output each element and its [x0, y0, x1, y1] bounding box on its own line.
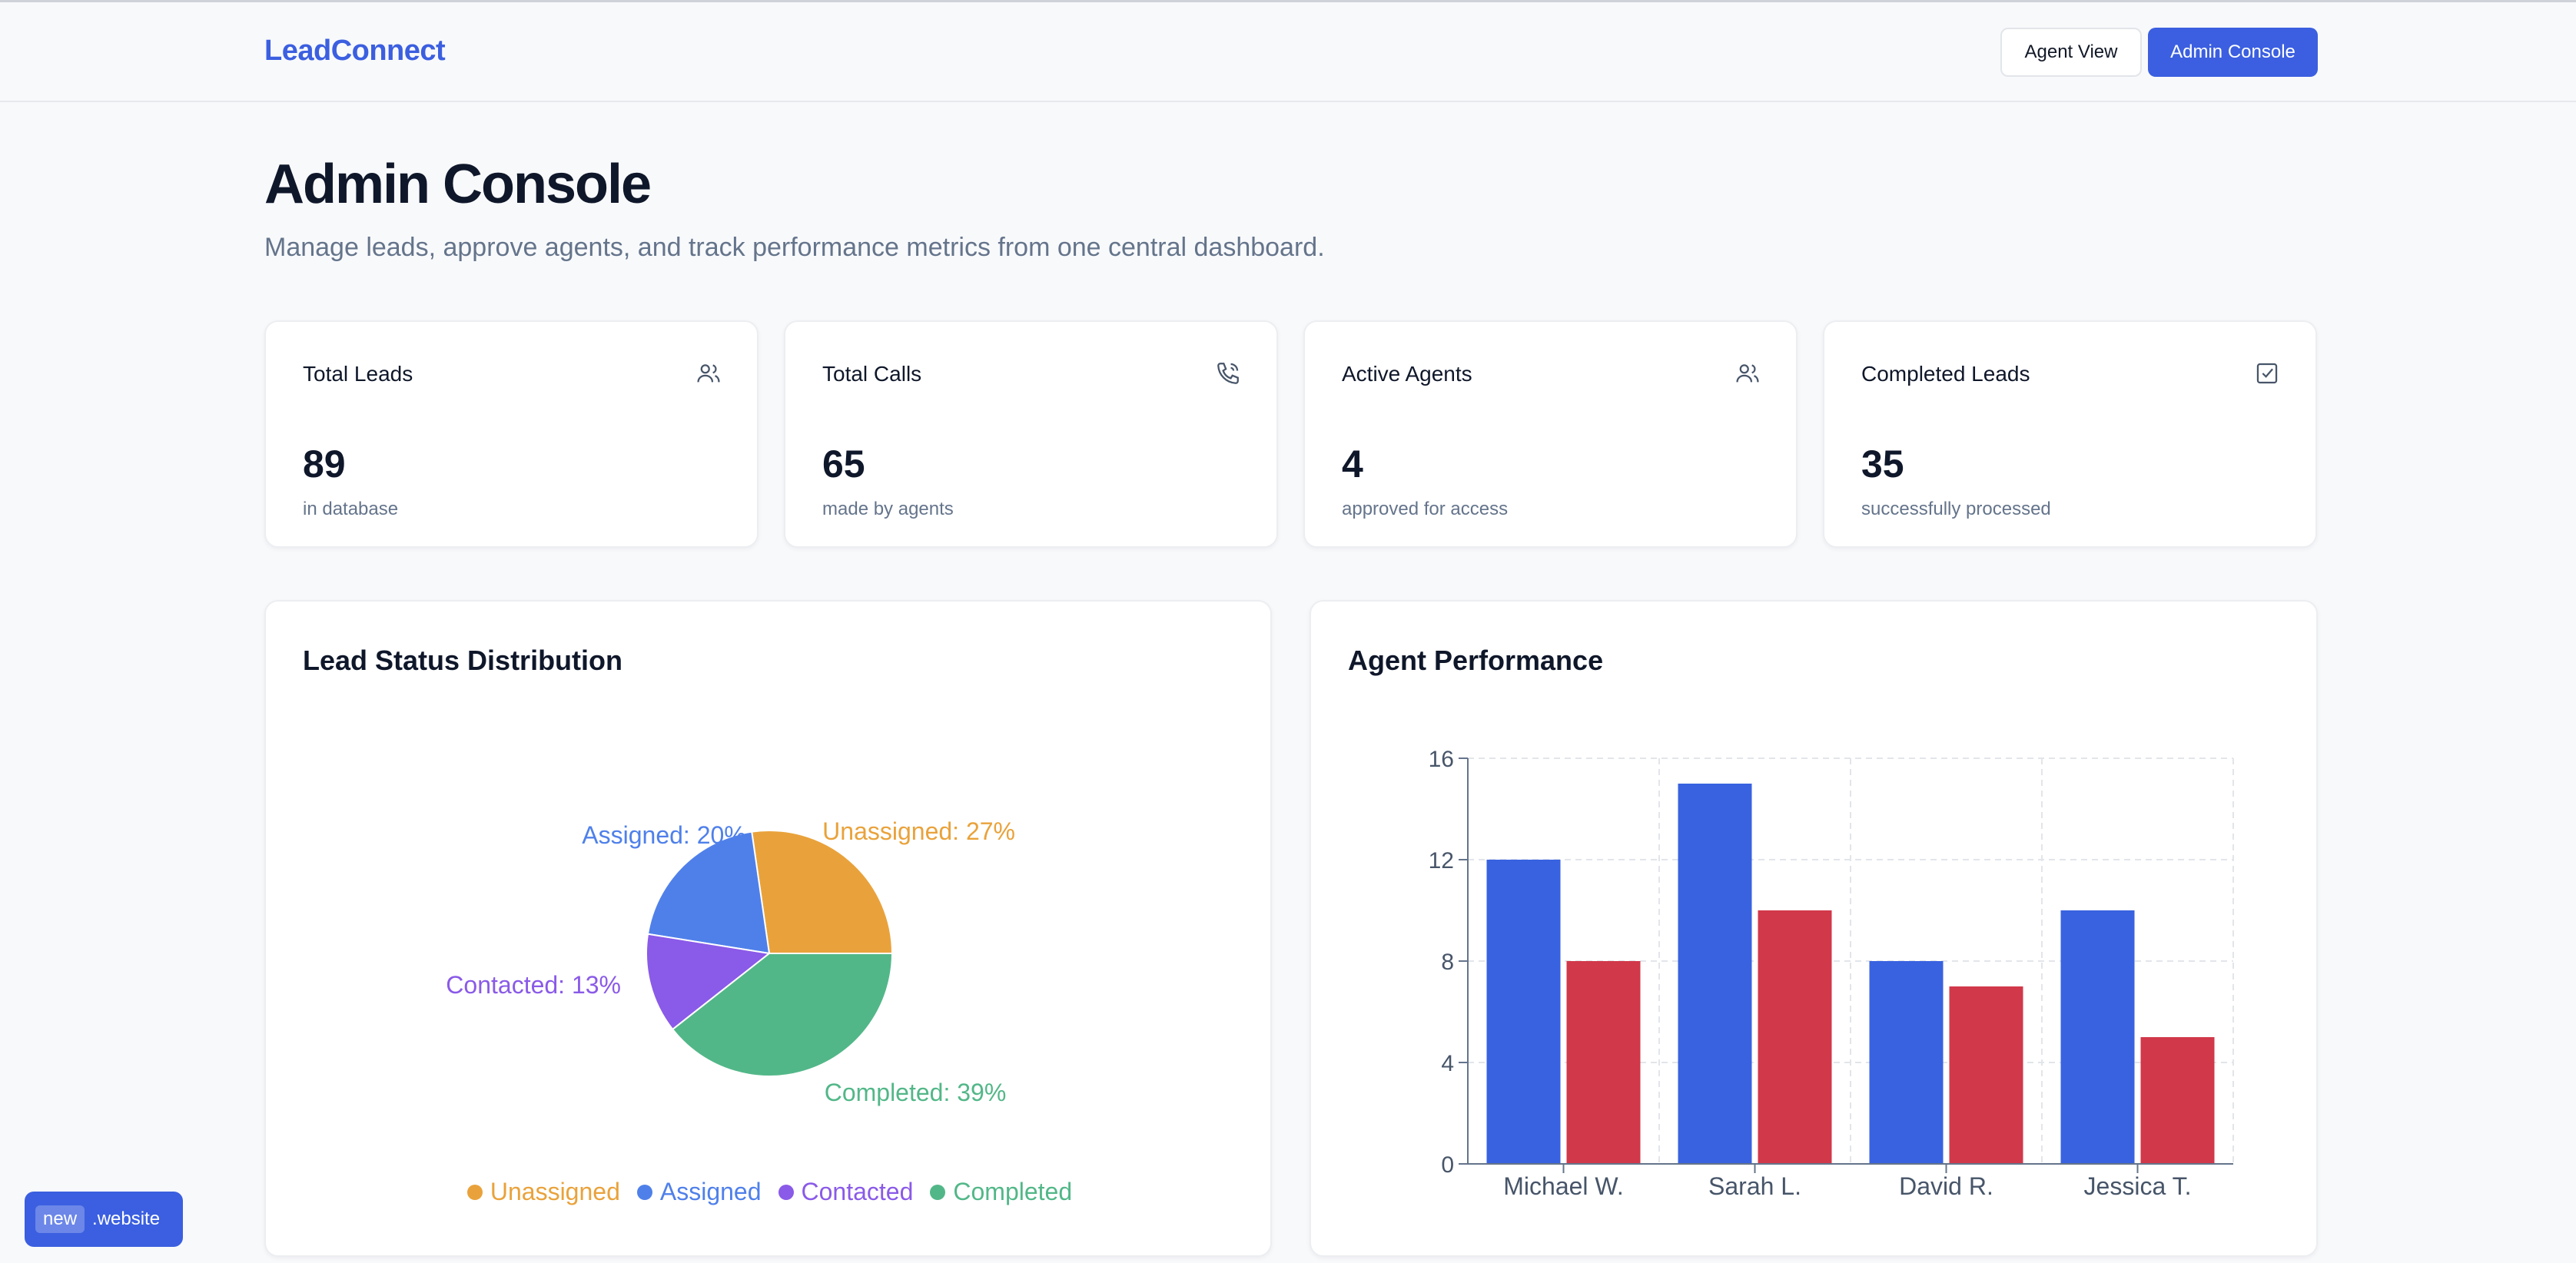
- y-tick-label: 12: [1429, 848, 1454, 873]
- stat-label: Total Leads: [303, 362, 413, 386]
- brand-logo[interactable]: LeadConnect: [264, 35, 446, 67]
- badge-text: .website: [92, 1208, 161, 1229]
- bar-completed-0[interactable]: [1566, 961, 1641, 1164]
- badge-pill: new: [35, 1205, 85, 1233]
- top-nav: LeadConnect Agent View Admin Console: [0, 2, 2576, 102]
- x-tick-label: Michael W.: [1503, 1172, 1623, 1200]
- y-tick-label: 16: [1429, 747, 1454, 772]
- x-tick-label: Sarah L.: [1708, 1172, 1801, 1200]
- bar-chart: 0 4 8 12 16 Michael W. Sarah L. David R. Jessica…: [1429, 747, 2234, 1200]
- y-tick-label: 4: [1441, 1051, 1454, 1076]
- legend-label: Completed: [953, 1178, 1073, 1205]
- pie-slice-completed[interactable]: [671, 953, 894, 1077]
- legend-item-contacted[interactable]: Contacted: [778, 1178, 914, 1206]
- pie-slice-contacted[interactable]: [646, 933, 772, 1031]
- stat-label: Total Calls: [822, 362, 922, 386]
- stat-note: successfully processed: [1861, 499, 2051, 519]
- legend-item-assigned[interactable]: Assigned: [636, 1178, 762, 1206]
- check-square-icon: [2256, 363, 2278, 384]
- y-tick-label: 0: [1441, 1152, 1454, 1178]
- legend-dot: [636, 1184, 652, 1200]
- bar-completed-1[interactable]: [1758, 910, 1832, 1164]
- bar-completed-2[interactable]: [1949, 986, 2023, 1164]
- stat-card-total-calls: Total Calls 65 made by agents: [784, 320, 1278, 548]
- page-subtitle: Manage leads, approve agents, and track …: [264, 233, 1325, 262]
- users-icon: [1736, 364, 1759, 383]
- bar-completed-3[interactable]: [2140, 1037, 2215, 1164]
- legend-dot: [466, 1184, 483, 1200]
- stat-note: in database: [303, 499, 399, 519]
- legend-item-unassigned[interactable]: Unassigned: [466, 1178, 620, 1206]
- stat-note: approved for access: [1342, 499, 1509, 519]
- bar-calls-1[interactable]: [1678, 784, 1752, 1164]
- phone-icon: [1217, 363, 1239, 384]
- stat-value: 89: [303, 443, 346, 486]
- stat-note: made by agents: [822, 499, 954, 519]
- stat-card-completed-leads: Completed Leads 35 successfully processe…: [1823, 320, 2317, 548]
- admin-console-button[interactable]: Admin Console: [2148, 28, 2318, 77]
- stat-label: Active Agents: [1342, 362, 1472, 386]
- y-tick-label: 8: [1441, 950, 1454, 975]
- page-title: Admin Console: [264, 154, 652, 215]
- pie-label-assigned: Assigned: 20%: [582, 821, 745, 849]
- agent-view-button[interactable]: Agent View: [2000, 28, 2142, 77]
- bar-calls-2[interactable]: [1869, 961, 1944, 1164]
- stat-card-total-leads: Total Leads 89 in database: [264, 320, 759, 548]
- legend-item-completed[interactable]: Completed: [930, 1178, 1072, 1206]
- pie-label-contacted: Contacted: 13%: [446, 971, 621, 999]
- x-tick-label: David R.: [1899, 1172, 1993, 1200]
- x-tick-label: Jessica T.: [2084, 1172, 2192, 1200]
- stat-value: 35: [1861, 443, 1904, 486]
- stat-value: 65: [822, 443, 865, 486]
- made-with-badge[interactable]: new .website: [25, 1192, 183, 1247]
- pie-slice-assigned[interactable]: [646, 830, 771, 955]
- bar-calls-0[interactable]: [1486, 860, 1561, 1164]
- lead-status-title: Lead Status Distribution: [303, 645, 623, 676]
- pie-label-unassigned: Unassigned: 27%: [822, 817, 1015, 845]
- pie-label-completed: Completed: 39%: [825, 1079, 1007, 1106]
- stat-card-active-agents: Active Agents 4 approved for access: [1303, 320, 1798, 548]
- agent-performance-title: Agent Performance: [1348, 645, 1604, 676]
- legend-dot: [778, 1184, 794, 1200]
- pie-chart: Unassigned: 27% Assigned: 20% Contacted: 1…: [446, 817, 1015, 1106]
- bar-calls-3[interactable]: [2060, 910, 2135, 1164]
- legend-dot: [930, 1184, 946, 1200]
- lead-status-card: Lead Status Distribution Unassigned: 27%…: [264, 600, 1272, 1257]
- stat-label: Completed Leads: [1861, 362, 2030, 386]
- legend-label: Assigned: [659, 1178, 762, 1205]
- pie-legend: Unassigned Assigned Contacted Completed: [266, 1178, 1273, 1206]
- pie-slice-unassigned[interactable]: [751, 830, 894, 954]
- users-icon: [697, 364, 720, 383]
- agent-performance-card: Agent Performance 0 4 8 12 16 Michael W. Sarah…: [1310, 600, 2318, 1257]
- stat-value: 4: [1342, 443, 1363, 486]
- legend-label: Unassigned: [490, 1178, 620, 1205]
- legend-label: Contacted: [801, 1178, 914, 1205]
